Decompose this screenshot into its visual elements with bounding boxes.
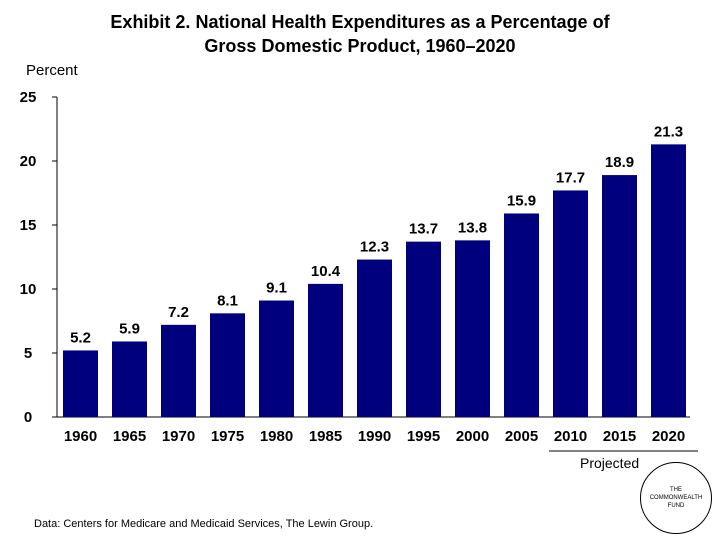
bar-value-label: 8.1	[217, 292, 238, 309]
bar	[602, 175, 637, 417]
bar	[112, 341, 147, 417]
bar-value-label: 10.4	[311, 263, 341, 280]
x-tick-label: 2020	[652, 428, 685, 445]
bar-value-label: 9.1	[266, 280, 287, 297]
bar	[63, 350, 98, 417]
y-tick-label: 5	[24, 345, 32, 362]
x-tick-label: 1965	[113, 428, 146, 445]
bar-value-label: 21.3	[654, 123, 683, 140]
x-tick-label: 1970	[162, 428, 195, 445]
source-note: Data: Centers for Medicare and Medicaid …	[34, 518, 374, 530]
x-tick-label: 1990	[358, 428, 391, 445]
chart-title-line-1: Exhibit 2. National Health Expenditures …	[110, 12, 610, 32]
chart-title: Exhibit 2. National Health Expenditures …	[0, 10, 720, 58]
x-tick-label: 1995	[407, 428, 440, 445]
y-tick-label: 10	[20, 281, 37, 298]
x-tick-label: 2005	[505, 428, 538, 445]
bar	[504, 213, 539, 417]
y-tick-label: 15	[20, 217, 37, 234]
y-tick-label: 0	[24, 409, 32, 426]
bar	[210, 313, 245, 417]
x-tick-label: 2000	[456, 428, 489, 445]
bar	[651, 144, 686, 418]
bar-value-label: 15.9	[507, 192, 536, 209]
bar	[455, 240, 490, 417]
bar	[553, 190, 588, 417]
commonwealth-fund-logo: THE COMMONWEALTH FUND	[640, 462, 712, 534]
x-tick-label: 1985	[309, 428, 342, 445]
bar-value-label: 5.2	[70, 329, 91, 346]
bar	[406, 241, 441, 417]
x-tick-label: 1975	[211, 428, 244, 445]
x-tick-label: 1980	[260, 428, 293, 445]
bar	[161, 324, 196, 417]
y-tick-label: 20	[20, 153, 37, 170]
bar-value-label: 13.8	[458, 219, 487, 236]
x-tick-label: 2015	[603, 428, 636, 445]
bar-value-label: 18.9	[605, 154, 634, 171]
bar-value-label: 5.9	[119, 320, 140, 337]
bar	[308, 283, 343, 417]
y-tick-label: 25	[20, 89, 37, 106]
x-tick-label: 1960	[64, 428, 97, 445]
chart-title-line-2: Gross Domestic Product, 1960–2020	[204, 36, 516, 56]
bar-value-label: 13.7	[409, 221, 438, 238]
bar	[259, 300, 294, 417]
projected-label: Projected	[580, 455, 640, 471]
y-axis-label: Percent	[26, 62, 78, 79]
bar-value-label: 12.3	[360, 239, 389, 256]
bar-value-label: 7.2	[168, 304, 189, 321]
bar	[357, 259, 392, 417]
logo-text: THE COMMONWEALTH FUND	[649, 487, 703, 509]
bar-value-label: 17.7	[556, 169, 585, 186]
x-tick-label: 2010	[554, 428, 587, 445]
